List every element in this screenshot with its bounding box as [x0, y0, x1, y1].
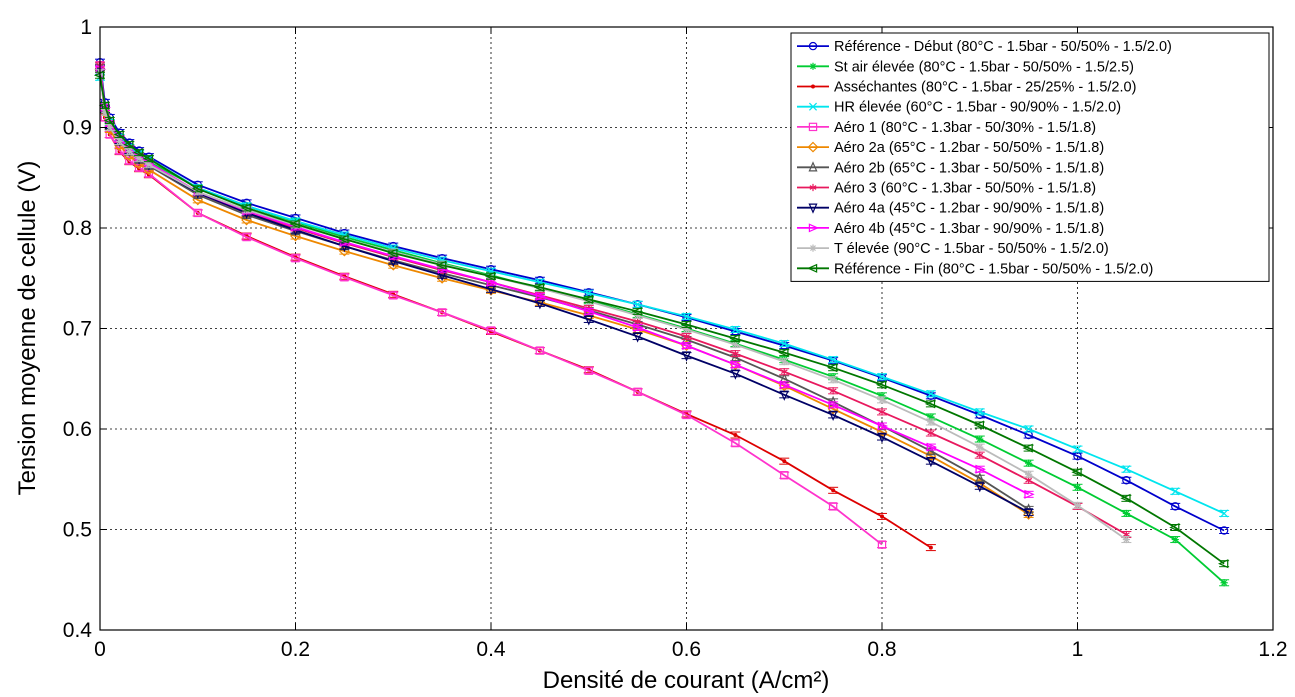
x-tick-label: 0.4: [476, 638, 506, 661]
legend-entry: Référence - Début (80°C - 1.5bar - 50/50…: [797, 39, 1172, 55]
y-tick-label: 0.5: [63, 519, 92, 542]
legend-entry: Aéro 4a (45°C - 1.2bar - 90/90% - 1.5/1.…: [797, 201, 1104, 217]
legend-label: Aéro 3 (60°C - 1.3bar - 50/50% - 1.5/1.8…: [834, 181, 1096, 197]
legend-entry: Référence - Fin (80°C - 1.5bar - 50/50% …: [797, 261, 1153, 277]
legend-entry: Aéro 4b (45°C - 1.3bar - 90/90% - 1.5/1.…: [797, 221, 1104, 237]
legend-label: Aéro 1 (80°C - 1.3bar - 50/30% - 1.5/1.8…: [834, 120, 1096, 136]
legend-entry: Asséchantes (80°C - 1.5bar - 25/25% - 1.…: [797, 80, 1136, 96]
data-point: [830, 376, 837, 383]
data-point: [1025, 471, 1032, 478]
y-tick-label: 0.6: [63, 418, 92, 441]
legend-label: St air élevée (80°C - 1.5bar - 50/50% - …: [834, 59, 1134, 75]
y-tick-label: 0.9: [63, 117, 92, 140]
data-point: [809, 245, 816, 252]
y-tick-label: 0.7: [63, 318, 92, 341]
y-axis-label: Tension moyenne de cellule (V): [14, 161, 41, 496]
legend-entry: Aéro 2b (65°C - 1.3bar - 50/50% - 1.5/1.…: [797, 160, 1104, 176]
data-point: [878, 396, 885, 403]
legend-label: Aéro 4a (45°C - 1.2bar - 90/90% - 1.5/1.…: [834, 201, 1104, 217]
legend-entry: Aéro 3 (60°C - 1.3bar - 50/50% - 1.5/1.8…: [797, 181, 1096, 197]
legend-label: Référence - Début (80°C - 1.5bar - 50/50…: [834, 39, 1172, 55]
x-tick-label: 0.6: [672, 638, 701, 661]
data-point: [976, 435, 983, 442]
data-point: [116, 138, 123, 145]
legend-label: Référence - Fin (80°C - 1.5bar - 50/50% …: [834, 261, 1153, 277]
legend-entry: Aéro 1 (80°C - 1.3bar - 50/30% - 1.5/1.8…: [797, 120, 1096, 136]
legend-entry: Aéro 2a (65°C - 1.2bar - 50/50% - 1.5/1.…: [797, 140, 1104, 156]
data-point: [832, 489, 835, 492]
y-tick-label: 0.4: [63, 619, 93, 642]
data-point: [734, 434, 737, 437]
data-point: [1123, 510, 1130, 517]
x-tick-label: 0.8: [867, 638, 896, 661]
legend-label: Aéro 4b (45°C - 1.3bar - 90/90% - 1.5/1.…: [834, 221, 1104, 237]
data-point: [929, 546, 932, 549]
data-point: [126, 148, 133, 155]
legend-label: Aéro 2b (65°C - 1.3bar - 50/50% - 1.5/1.…: [834, 160, 1104, 176]
data-point: [781, 358, 788, 365]
x-axis-label: Densité de courant (A/cm²): [543, 667, 830, 694]
data-point: [976, 443, 983, 450]
legend-entry: T élevée (90°C - 1.5bar - 50/50% - 1.5/2…: [797, 241, 1109, 257]
legend: Référence - Début (80°C - 1.5bar - 50/50…: [791, 33, 1269, 281]
data-point: [1074, 484, 1081, 491]
legend-entry: St air élevée (80°C - 1.5bar - 50/50% - …: [797, 59, 1134, 75]
x-tick-label: 1.2: [1258, 638, 1287, 661]
x-tick-label: 1: [1072, 638, 1084, 661]
legend-label: T élevée (90°C - 1.5bar - 50/50% - 1.5/2…: [834, 241, 1109, 257]
legend-entry: HR élevée (60°C - 1.5bar - 90/90% - 1.5/…: [797, 100, 1121, 116]
y-tick-label: 0.8: [63, 217, 92, 240]
legend-label: Asséchantes (80°C - 1.5bar - 25/25% - 1.…: [834, 80, 1136, 96]
legend-label: Aéro 2a (65°C - 1.2bar - 50/50% - 1.5/1.…: [834, 140, 1104, 156]
data-point: [1025, 460, 1032, 467]
legend-label: HR élevée (60°C - 1.5bar - 90/90% - 1.5/…: [834, 100, 1121, 116]
data-point: [1221, 579, 1228, 586]
data-point: [783, 460, 786, 463]
data-point: [927, 418, 934, 425]
data-point: [809, 63, 816, 70]
x-tick-label: 0.2: [281, 638, 310, 661]
data-point: [881, 515, 884, 518]
data-point: [812, 85, 815, 88]
y-tick-label: 1: [80, 16, 92, 39]
data-point: [1123, 536, 1130, 543]
x-tick-label: 0: [94, 638, 106, 661]
data-point: [1172, 536, 1179, 543]
